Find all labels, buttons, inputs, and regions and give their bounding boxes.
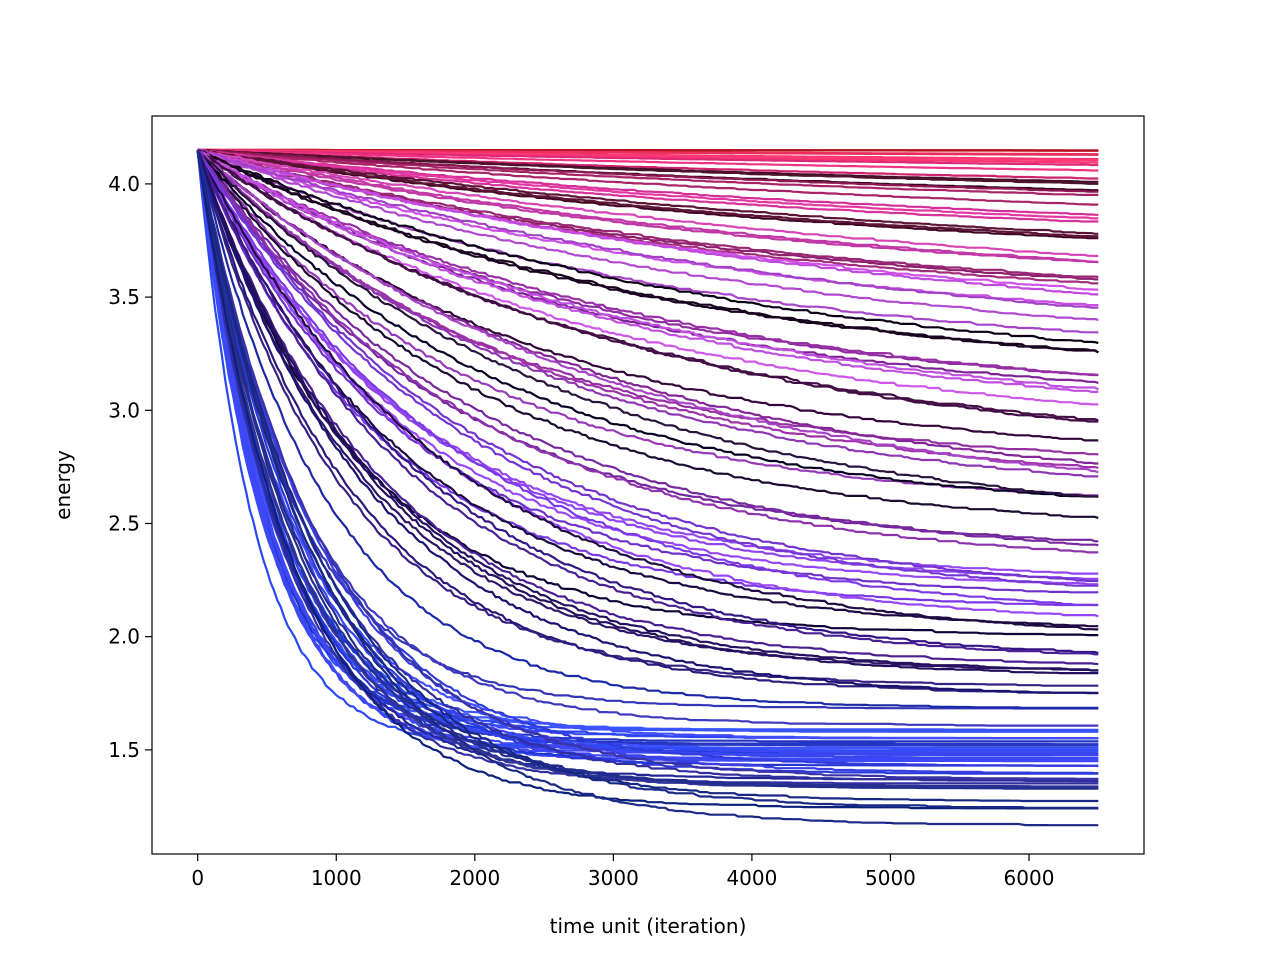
energy-series-line (196, 149, 1099, 710)
energy-series-line (197, 149, 1099, 193)
energy-series-line (196, 149, 1099, 520)
energy-series-line (196, 149, 1099, 709)
energy-series-line (196, 149, 1099, 666)
energy-series-line (196, 149, 1099, 607)
y-axis-ticks: 1.5 2.0 2.5 3.0 3.5 4.0 (108, 172, 152, 762)
energy-series-line (196, 149, 1099, 827)
energy-series-line (196, 150, 1099, 580)
energy-series-line (196, 149, 1099, 583)
energy-series-line (196, 149, 1099, 607)
x-tick-label: 3000 (588, 866, 639, 890)
series-group (196, 148, 1099, 827)
energy-series-line (197, 149, 1099, 258)
plot-frame (151, 115, 1145, 855)
x-axis-ticks: 0 1000 2000 3000 4000 5000 6000 (191, 854, 1054, 890)
energy-series-line (196, 149, 1099, 672)
energy-series-line (197, 149, 1099, 278)
y-tick-label: 4.0 (108, 172, 140, 196)
y-tick-label: 2.5 (108, 511, 140, 535)
y-tick-label: 2.0 (108, 625, 140, 649)
energy-series-line (196, 150, 1099, 672)
energy-series-line (196, 149, 1099, 631)
energy-series-line (197, 149, 1099, 345)
energy-series-line (196, 149, 1099, 554)
energy-series-line (197, 149, 1099, 196)
energy-series-line (197, 149, 1099, 223)
energy-series-line (196, 149, 1099, 790)
energy-series-line (196, 149, 1099, 752)
energy-series-line (196, 149, 1099, 727)
x-axis-label: time unit (iteration) (550, 914, 747, 938)
x-tick-label: 5000 (865, 866, 916, 890)
energy-series-line (196, 149, 1099, 469)
energy-series-line (196, 149, 1099, 543)
energy-series-line (196, 149, 1099, 498)
x-tick-label: 4000 (726, 866, 777, 890)
energy-series-line (197, 150, 1099, 334)
energy-series-line (196, 149, 1099, 498)
energy-series-line (196, 149, 1099, 803)
energy-series-line (197, 148, 1099, 238)
energy-series-line (197, 149, 1099, 263)
energy-series-line (197, 150, 1099, 474)
energy-series-line (197, 150, 1099, 393)
energy-series-line (196, 150, 1099, 587)
y-tick-label: 3.5 (108, 285, 140, 309)
energy-series-line (197, 148, 1099, 172)
energy-series-line (196, 149, 1099, 547)
energy-series-line (197, 148, 1099, 377)
energy-series-line (196, 150, 1099, 783)
y-tick-label: 3.0 (108, 398, 140, 422)
energy-series-line (197, 148, 1099, 391)
x-tick-label: 2000 (449, 866, 500, 890)
x-tick-label: 6000 (1004, 866, 1055, 890)
energy-series-line (197, 149, 1099, 423)
energy-series-line (197, 148, 1099, 309)
energy-series-line (196, 150, 1099, 594)
energy-series-line (196, 149, 1099, 675)
y-tick-label: 1.5 (108, 738, 140, 762)
energy-series-line (197, 149, 1099, 206)
x-tick-label: 0 (191, 866, 204, 890)
energy-series-line (196, 149, 1099, 695)
energy-series-line (197, 149, 1099, 296)
energy-series-line (196, 149, 1099, 478)
energy-series-line (196, 151, 1099, 809)
energy-series-line (196, 150, 1099, 775)
energy-series-line (196, 149, 1099, 694)
energy-series-line (196, 150, 1099, 810)
energy-series-line (196, 151, 1099, 780)
energy-series-line (197, 148, 1099, 167)
energy-series-line (196, 149, 1099, 656)
y-axis-label: energy (51, 450, 75, 520)
energy-series-line (197, 148, 1099, 235)
x-tick-label: 1000 (311, 866, 362, 890)
energy-series-line (197, 148, 1099, 322)
energy-series-line (197, 149, 1099, 185)
energy-series-line (197, 149, 1099, 264)
energy-series-line (197, 149, 1099, 354)
energy-series-line (196, 150, 1099, 687)
energy-series-line (197, 149, 1099, 220)
energy-series-line (196, 149, 1099, 655)
